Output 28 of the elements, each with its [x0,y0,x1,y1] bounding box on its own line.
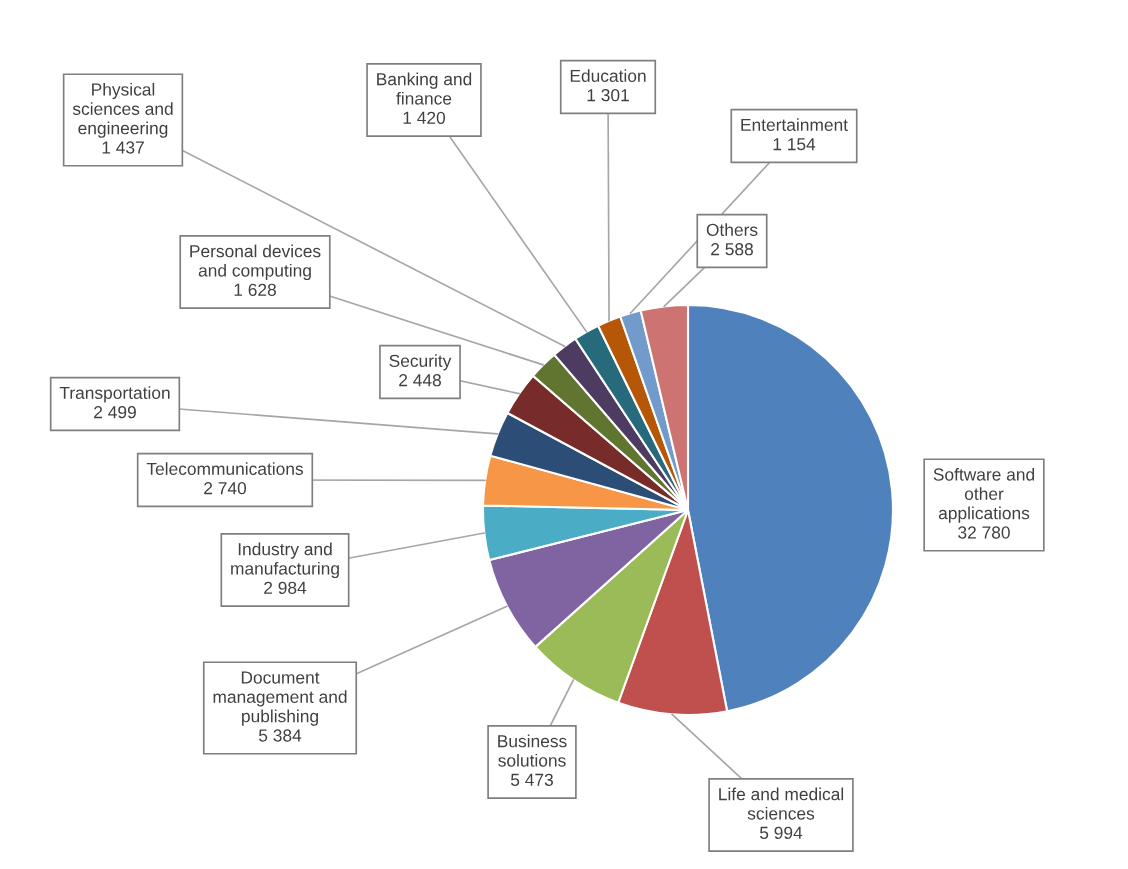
data-label: 5 473 [510,773,553,786]
slice-label: Business solutions [498,734,567,767]
data-label: 2 740 [204,482,247,495]
data-label: 2 499 [94,406,136,419]
slice-label: Life and medical sciences [719,787,844,820]
slice-label: Physical sciences and engineering [72,82,173,138]
data-label: 32 780 [958,526,1010,539]
slice-label: Industry and manufacturing [231,542,339,579]
data-label: 1 628 [234,283,276,296]
data-label: 2 448 [399,374,441,387]
slice-label: Personal devices and computing [190,244,321,281]
data-label: 1 301 [587,89,629,102]
data-label: 5 994 [759,826,803,839]
data-label: 5 384 [258,729,302,742]
slice-label: Telecommunications [146,462,304,475]
slice-label: Security [389,354,452,371]
slice-label: Education [570,69,646,82]
slice-label: Others [706,223,758,236]
data-label: 2 984 [264,581,307,594]
slice-label: Document management and publishing [213,671,347,726]
slice-label: Software and other applications [933,467,1035,523]
data-label: 1 420 [403,111,446,124]
slice-label: Banking and finance [377,72,472,105]
slice-label: Transportation [59,386,170,403]
data-label: 2 588 [711,243,753,256]
data-label: 1 154 [773,138,816,151]
data-label: 1 437 [102,141,144,154]
slice-label: Entertainment [741,118,848,131]
